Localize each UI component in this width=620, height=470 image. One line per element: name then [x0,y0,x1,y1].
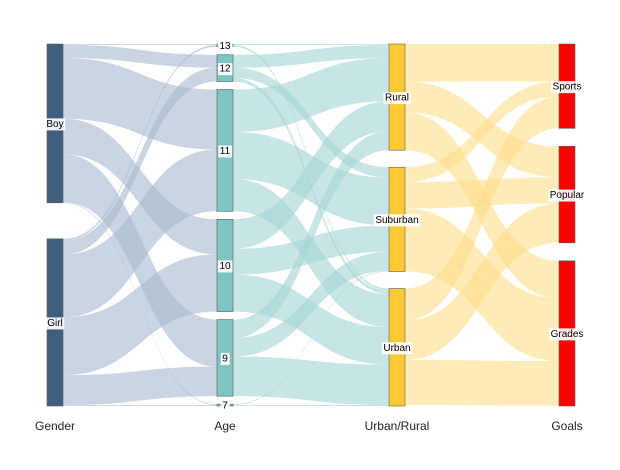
flow-10-to-Urban [233,274,389,365]
flow-Rural-to-Sports [405,44,559,82]
flow-Boy-to-13 [63,44,217,45]
flow-9-to-Urban [233,356,389,406]
node-label-bg-Grades [549,328,585,341]
node-label-10: 10 [219,261,231,272]
node-label-11: 11 [220,146,231,157]
node-label-bg-Boy [44,118,66,131]
node-label-bg-Popular [548,189,587,202]
node-label-12: 12 [219,64,231,75]
node-label-bg-7 [220,400,230,413]
flow-Girl-to-9 [63,366,217,406]
flow-12-to-Suburban [233,67,389,178]
node-label-bg-Rural [383,92,411,105]
node-label-bg-9 [220,352,230,365]
flow-9-to-Suburban [233,251,389,357]
flow-9-to-Rural [233,131,389,339]
node-label-Grades: Grades [551,329,584,340]
node-label-Sports: Sports [553,82,582,93]
flow-7-to-Suburban [233,270,389,406]
flow-Girl-to-11 [63,149,217,318]
node-label-bg-10 [217,260,233,273]
flow-Suburban-to-Sports [405,81,559,183]
flow-Boy-to-11 [63,58,217,150]
flow-Urban-to-Grades [405,359,559,406]
stage-label-0: Gender [35,419,75,433]
node-label-Rural: Rural [385,93,409,104]
node-label-bg-12 [217,63,233,76]
node-label-Suburban: Suburban [375,215,418,226]
node-label-bg-13 [217,40,233,53]
flow-7-to-Urban [233,405,389,406]
flow-13-to-Rural [233,44,389,45]
flow-10-to-Rural [233,101,389,249]
flow-Boy-to-12 [63,44,217,68]
node-label-bg-Girl [45,317,65,330]
flow-Girl-to-7 [63,405,217,406]
node-label-13: 13 [219,41,231,52]
node-label-9: 9 [222,353,228,364]
stage-label-3: Goals [551,419,582,433]
flow-Girl-to-10 [63,254,217,376]
labels-layer: Boy Girl Gender 13 12 11 10 9 7 Age Rural Suburban U… [35,40,587,433]
flow-Urban-to-Popular [405,203,559,360]
node-label-bg-Suburban [373,214,421,227]
flow-10-to-Suburban [233,225,389,275]
stage-label-2: Urban/Rural [365,419,430,433]
flow-11-to-Rural [233,58,389,132]
stage-label-1: Age [214,419,236,433]
links-layer [63,44,559,406]
node-label-bg-Sports [551,81,583,94]
flow-Girl-to-12 [63,67,217,255]
node-label-Boy: Boy [46,119,63,130]
flow-12-to-Rural [233,44,389,68]
node-label-Popular: Popular [550,190,585,201]
node-label-Urban: Urban [383,343,410,354]
node-label-Girl: Girl [47,318,63,329]
node-label-7: 7 [222,401,228,412]
node-label-bg-Urban [381,342,413,355]
flow-Girl-to-13 [63,44,217,241]
node-label-bg-11 [218,145,233,158]
flow-Urban-to-Sports [405,96,559,321]
